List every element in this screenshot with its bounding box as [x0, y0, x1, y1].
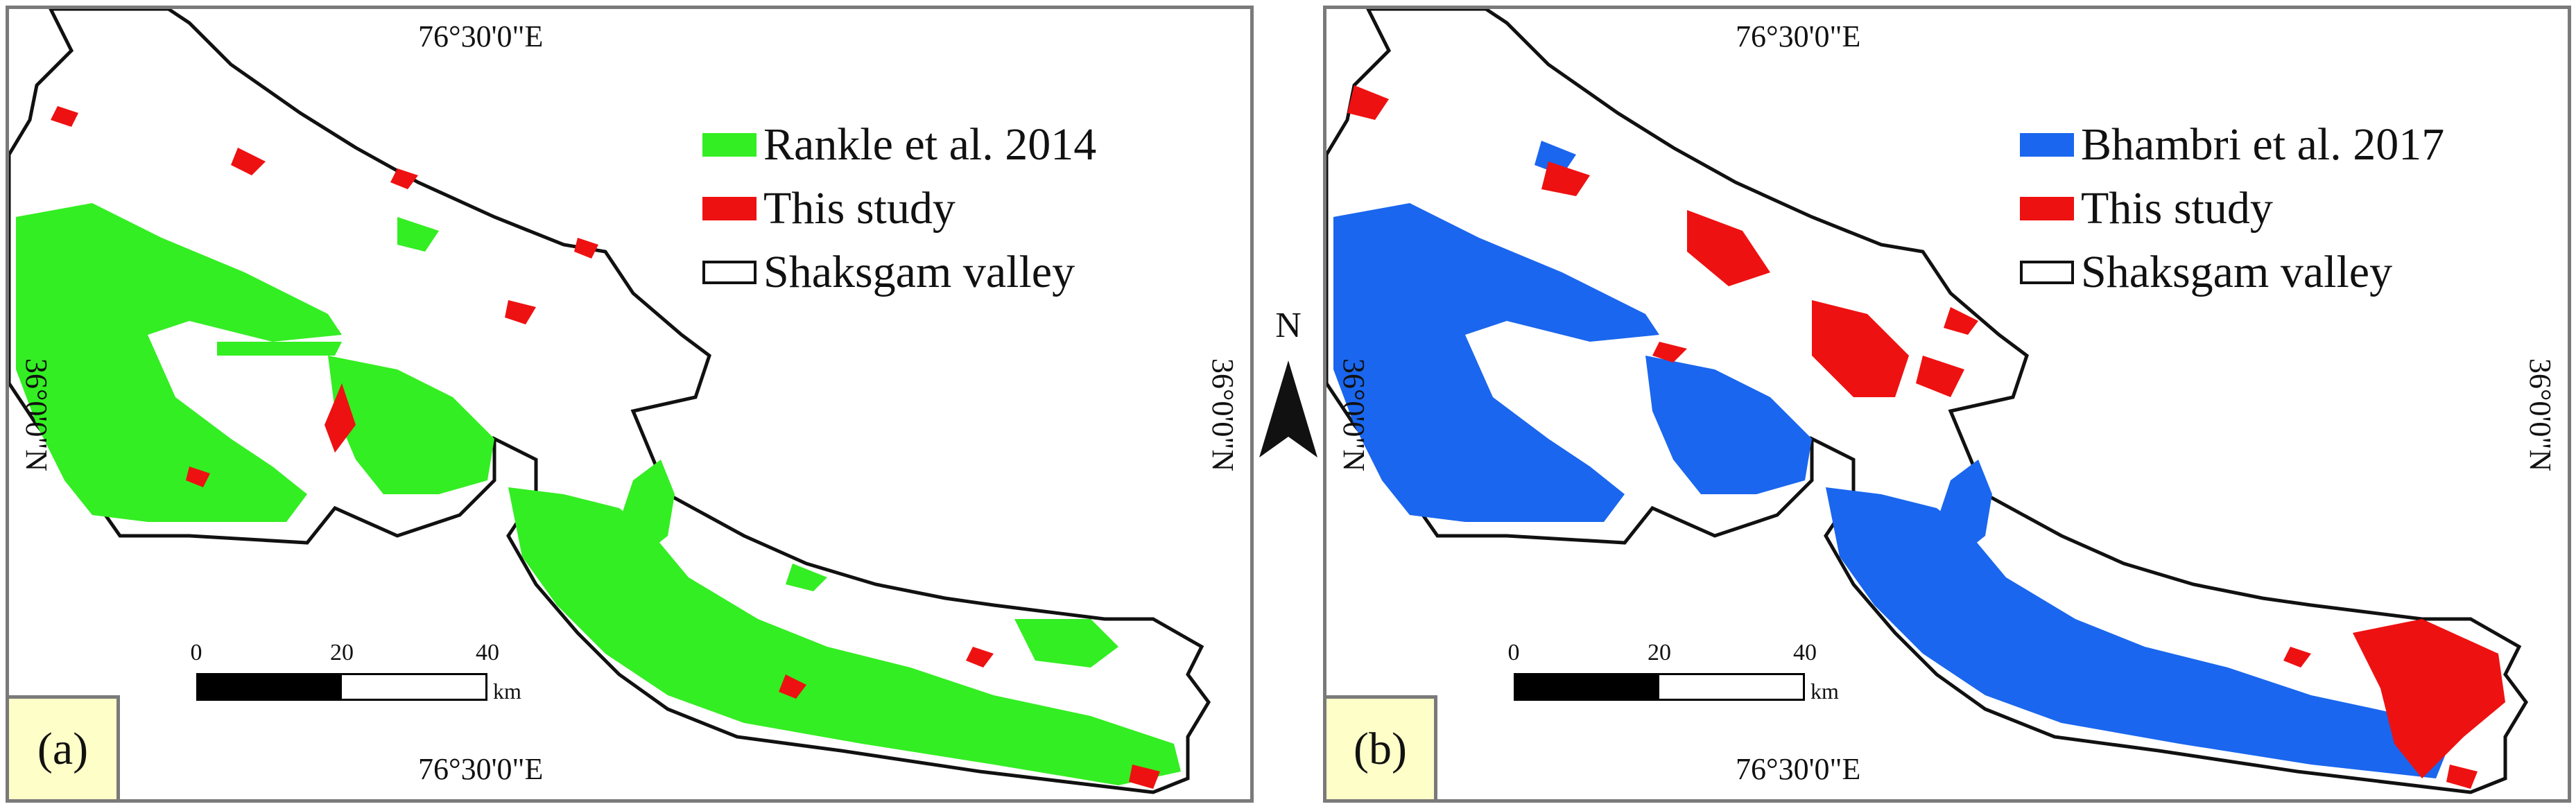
- scale-tick: 20: [1648, 640, 1671, 665]
- legend: Rankle et al. 2014 This study Shaksgam v…: [702, 113, 1096, 304]
- glacier-map-a: [9, 9, 1211, 794]
- legend-item: This study: [2020, 177, 2444, 241]
- glacier-outlines-green: [16, 203, 1181, 785]
- scale-tick: 0: [190, 640, 202, 665]
- scale-unit: km: [493, 679, 521, 704]
- legend-swatch: [702, 261, 757, 284]
- glacier-outlines-blue: [1333, 141, 2450, 778]
- scale-bar: 0 20 40 km: [191, 640, 543, 709]
- latitude-label-right: 36°0'0"N: [1205, 358, 1240, 472]
- map-panel-a: 76°30'0"E 76°30'0"E 36°0'0"N 36°0'0"N Ra…: [6, 6, 1254, 803]
- legend-item: Shaksgam valley: [2020, 241, 2444, 304]
- legend-label: Bhambri et al. 2017: [2081, 119, 2445, 170]
- longitude-label-top: 76°30'0"E: [418, 19, 544, 53]
- valley-boundary: [9, 9, 1211, 794]
- scale-unit: km: [1810, 679, 1839, 704]
- legend-swatch: [702, 197, 757, 220]
- north-letter: N: [1275, 306, 1302, 345]
- legend-swatch: [2020, 133, 2074, 157]
- panel-label: (a): [9, 695, 120, 799]
- scale-tick: 40: [1793, 640, 1817, 665]
- north-arrow-icon: [1259, 360, 1317, 457]
- legend-item: Rankle et al. 2014: [702, 113, 1096, 177]
- legend-swatch: [702, 133, 757, 157]
- scale-bar: 0 20 40 km: [1508, 640, 1860, 709]
- scale-tick: 20: [330, 640, 354, 665]
- glacier-outlines-red: [1347, 85, 2505, 789]
- legend: Bhambri et al. 2017 This study Shaksgam …: [2020, 113, 2444, 304]
- scale-tick: 0: [1507, 640, 1520, 665]
- scale-tick: 40: [476, 640, 499, 665]
- legend-item: This study: [702, 177, 1096, 241]
- legend-label: Shaksgam valley: [2081, 247, 2393, 297]
- longitude-label-top: 76°30'0"E: [1736, 19, 1861, 53]
- legend-label: Shaksgam valley: [763, 247, 1075, 297]
- legend-label: Rankle et al. 2014: [763, 119, 1097, 170]
- longitude-label-bottom: 76°30'0"E: [418, 752, 544, 786]
- valley-boundary: [1326, 9, 2529, 794]
- latitude-label-left: 36°0'0"N: [1337, 358, 1372, 472]
- legend-swatch: [2020, 197, 2074, 220]
- panel-label: (b): [1326, 695, 1437, 799]
- longitude-label-bottom: 76°30'0"E: [1736, 752, 1861, 786]
- map-panel-b: 76°30'0"E 76°30'0"E 36°0'0"N 36°0'0"N Bh…: [1323, 6, 2571, 803]
- legend-item: Bhambri et al. 2017: [2020, 113, 2444, 177]
- legend-label: This study: [2081, 183, 2273, 234]
- glacier-outlines-red: [51, 106, 1160, 789]
- legend-swatch: [2020, 261, 2074, 284]
- legend-label: This study: [763, 183, 956, 234]
- glacier-map-b: [1326, 9, 2529, 794]
- north-arrow: N: [1254, 305, 1323, 464]
- legend-item: Shaksgam valley: [702, 241, 1096, 304]
- latitude-label-left: 36°0'0"N: [19, 358, 54, 472]
- latitude-label-right: 36°0'0"N: [2523, 358, 2557, 472]
